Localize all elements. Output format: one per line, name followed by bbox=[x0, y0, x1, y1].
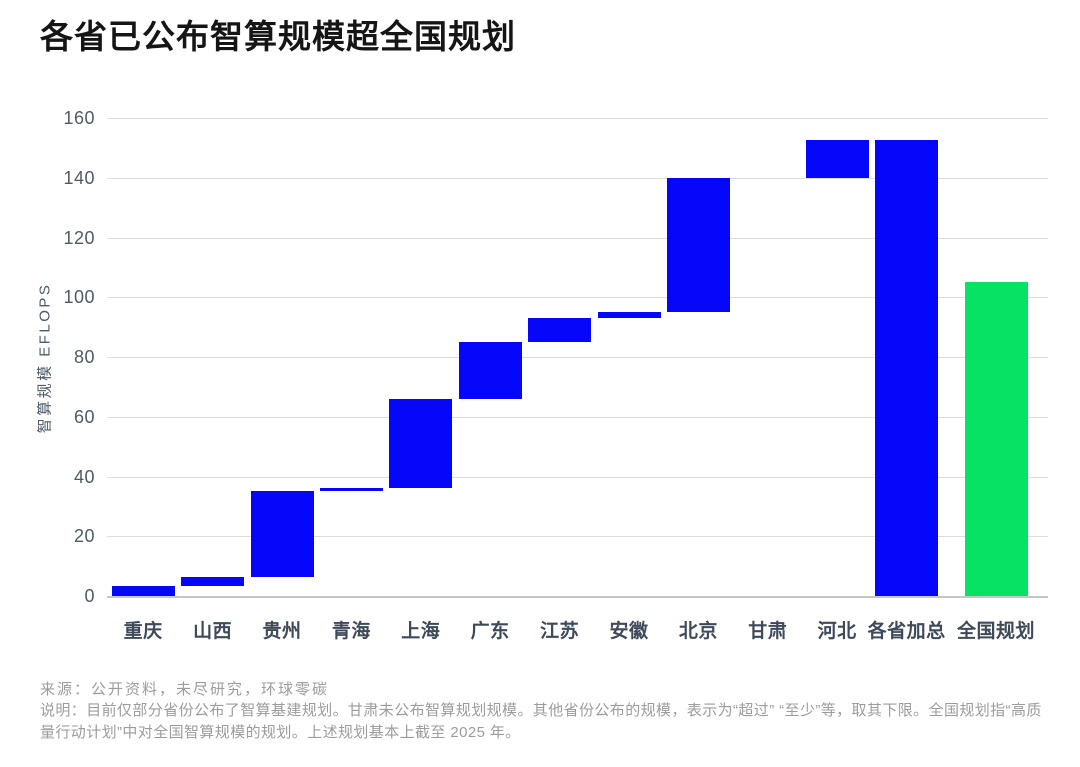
x-axis-baseline bbox=[107, 596, 1048, 598]
waterfall-bar bbox=[111, 585, 175, 596]
y-tick-label: 160 bbox=[63, 108, 95, 128]
waterfall-bar bbox=[805, 140, 869, 178]
chart-footer: 来源：公开资料，未尽研究，环球零碳 说明：目前仅部分省份公布了智算基建规划。甘肃… bbox=[40, 680, 1052, 744]
x-axis-label: 安徽 bbox=[609, 621, 649, 642]
waterfall-bar bbox=[319, 488, 383, 492]
gridline bbox=[107, 237, 1048, 239]
waterfall-bar bbox=[666, 177, 730, 313]
waterfall-bar bbox=[181, 576, 245, 586]
y-tick-label: 60 bbox=[73, 406, 95, 427]
x-axis-label: 各省加总 bbox=[867, 621, 946, 642]
gridline bbox=[107, 297, 1048, 299]
x-axis-label: 重庆 bbox=[123, 621, 163, 642]
national-plan-bar bbox=[964, 282, 1028, 596]
y-tick-label: 40 bbox=[73, 466, 95, 487]
gridline bbox=[107, 536, 1048, 538]
x-axis-label: 江苏 bbox=[540, 621, 580, 642]
waterfall-bar bbox=[597, 312, 661, 319]
y-tick-label: 80 bbox=[73, 347, 95, 367]
x-axis-label: 青海 bbox=[331, 621, 371, 642]
gridline bbox=[107, 357, 1048, 358]
y-tick-label: 120 bbox=[63, 227, 95, 248]
y-tick-label: 20 bbox=[73, 526, 95, 547]
chart-title: 各省已公布智算规模超全国规划 bbox=[40, 18, 516, 55]
waterfall-chart: 智算规模 EFLOPS 0 20 40 60 80 100 120 140 160 重庆 山西 贵州青… bbox=[37, 108, 1048, 642]
waterfall-bar bbox=[528, 318, 592, 343]
y-tick-label: 0 bbox=[84, 586, 95, 606]
waterfall-bar bbox=[458, 342, 522, 399]
note-line: 说明：目前仅部分省份公布了智算基建规划。甘肃未公布智算规划规模。其他省份公布的规… bbox=[40, 702, 1042, 741]
x-axis-label: 甘肃 bbox=[748, 621, 788, 642]
source-line: 来源：公开资料，未尽研究，环球零碳 bbox=[40, 681, 330, 698]
total-bar bbox=[875, 140, 939, 596]
x-axis-label: 山西 bbox=[193, 621, 233, 642]
gridline bbox=[107, 177, 1048, 179]
x-axis-label: 上海 bbox=[401, 621, 441, 642]
waterfall-bar bbox=[389, 398, 453, 489]
x-axis-label: 河北 bbox=[817, 621, 857, 642]
gridline bbox=[107, 118, 1048, 119]
gridline bbox=[107, 476, 1048, 478]
x-axis-label: 北京 bbox=[678, 621, 718, 642]
x-axis-label: 贵州 bbox=[262, 621, 302, 642]
x-axis-label: 广东 bbox=[470, 621, 510, 642]
gridline bbox=[107, 416, 1048, 418]
x-axis-label: 全国规划 bbox=[956, 621, 1035, 642]
y-tick-label: 100 bbox=[63, 287, 95, 308]
y-tick-label: 140 bbox=[63, 167, 95, 188]
waterfall-bar bbox=[250, 491, 314, 577]
